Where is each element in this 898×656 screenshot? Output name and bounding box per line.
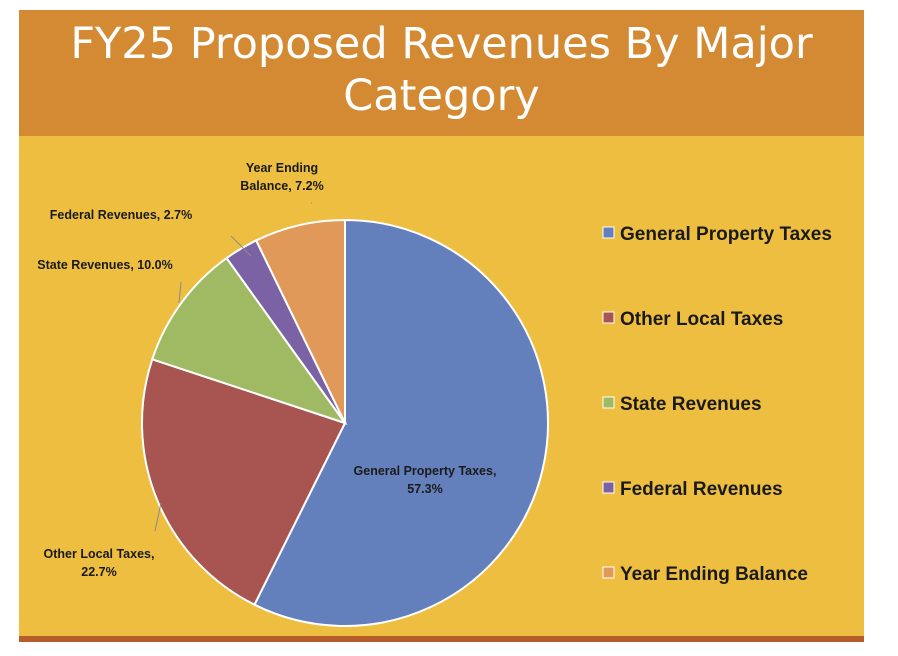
slide: FY25 Proposed Revenues By Major Category…	[19, 10, 864, 642]
legend-label-general-property-taxes: General Property Taxes	[620, 224, 832, 245]
data-label-state-revenues: State Revenues, 10.0%	[37, 258, 173, 272]
slide-title-line-2: Category	[343, 71, 540, 121]
leader-lines	[154, 202, 312, 532]
legend-label-other-local-taxes: Other Local Taxes	[620, 309, 783, 330]
pie-slice-general-property-taxes	[253, 218, 550, 627]
legend-label-state-revenues: State Revenues	[620, 394, 762, 415]
legend-swatch-year-ending-balance	[602, 566, 615, 579]
data-label-general-property-taxes: General Property Taxes, 57.3%	[354, 464, 497, 496]
pie-slice-state-revenues	[150, 256, 348, 425]
legend: General Property Taxes Other Local Taxes S…	[602, 224, 832, 585]
data-label-year-ending-balance: Year Ending Balance, 7.2%	[240, 161, 323, 193]
pie-slice-year-ending-balance	[254, 218, 346, 424]
legend-label-year-ending-balance: Year Ending Balance	[620, 564, 808, 585]
legend-swatch-general-property-taxes	[602, 226, 615, 239]
data-label-other-local-taxes: Other Local Taxes, 22.7%	[44, 547, 155, 579]
pie-chart: General Property Taxes, 57.3% Other Local …	[37, 161, 832, 627]
pie-slice-other-local-taxes	[141, 358, 347, 607]
pie-slices	[141, 218, 550, 627]
slide-title-line-1: FY25 Proposed Revenues By Major	[70, 19, 813, 69]
data-label-federal-revenues: Federal Revenues, 2.7%	[50, 208, 192, 222]
slide-footer	[19, 636, 864, 642]
slide-title: FY25 Proposed Revenues By Major Category	[19, 18, 864, 122]
legend-label-federal-revenues: Federal Revenues	[620, 479, 783, 500]
data-labels: General Property Taxes, 57.3% Other Local …	[37, 161, 496, 579]
leader-line-federal-revenues	[230, 235, 252, 257]
legend-swatch-federal-revenues	[602, 481, 615, 494]
leader-line-state-revenues	[178, 281, 182, 304]
legend-swatch-other-local-taxes	[602, 311, 615, 324]
slide-header	[19, 10, 864, 136]
legend-swatch-state-revenues	[602, 396, 615, 409]
leader-line-other-local-taxes	[154, 502, 162, 532]
